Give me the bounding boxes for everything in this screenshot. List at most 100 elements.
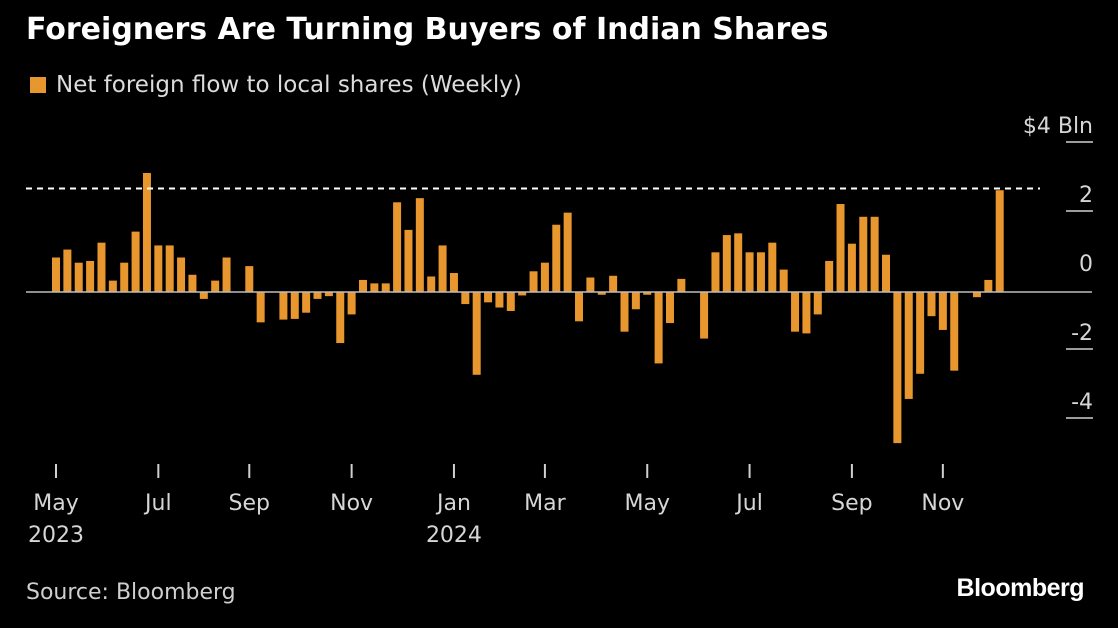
bar: [802, 292, 811, 334]
x-tick-label: Sep: [229, 491, 270, 516]
x-tick-label: Nov: [921, 491, 964, 516]
bar: [279, 292, 288, 320]
x-tick-year-label: 2023: [28, 523, 84, 548]
bar: [188, 274, 197, 292]
bar: [393, 202, 402, 292]
x-tick-label: May: [33, 491, 78, 516]
y-tick-label: -4: [1071, 390, 1093, 415]
bar: [472, 292, 481, 375]
legend-swatch: [30, 77, 46, 93]
bar: [199, 292, 208, 299]
bar: [563, 212, 572, 292]
bar: [165, 245, 174, 293]
bar: [791, 292, 800, 332]
bar: [836, 204, 845, 292]
bar: [529, 271, 538, 292]
bar: [677, 278, 686, 292]
bar: [495, 292, 504, 308]
bar: [211, 280, 220, 292]
bar: [245, 266, 254, 293]
bar: [381, 283, 390, 293]
bar: [131, 231, 140, 293]
bar: [904, 292, 913, 399]
bar: [700, 292, 709, 339]
bar: [995, 190, 1004, 292]
bar: [631, 292, 640, 310]
bar: [825, 260, 834, 292]
bar: [847, 243, 856, 292]
bar: [449, 273, 458, 292]
bar: [506, 292, 515, 311]
x-tick-label: Nov: [330, 491, 373, 516]
bar: [484, 292, 493, 303]
bar: [586, 277, 595, 292]
x-axis: May 2023 Jul Sep Nov Jan 2024 Mar May Jul Sep Nov: [28, 464, 964, 548]
bar: [336, 292, 345, 344]
x-tick-label: Sep: [831, 491, 872, 516]
y-tick-label: -2: [1071, 321, 1093, 346]
y-tick-label: 0: [1079, 252, 1093, 277]
bar: [916, 292, 925, 374]
bar: [108, 280, 117, 292]
bar: [97, 242, 106, 292]
legend: Net foreign flow to local shares (Weekly…: [30, 72, 522, 98]
bar: [609, 275, 618, 292]
bar: [324, 292, 333, 297]
bar: [938, 292, 947, 330]
bar: [540, 262, 549, 292]
bar: [984, 279, 993, 292]
bar: [313, 292, 322, 299]
bar: [142, 172, 151, 292]
bar: [63, 249, 72, 292]
bar: [302, 292, 311, 313]
bar: [290, 292, 299, 319]
bar: [756, 252, 765, 292]
bar: [358, 279, 367, 292]
bar: [518, 292, 527, 296]
bar: [643, 292, 652, 295]
bar: [893, 292, 902, 444]
bar: [74, 262, 83, 292]
y-tick-label: 2: [1079, 183, 1093, 208]
bar: [722, 235, 731, 292]
chart-title: Foreigners Are Turning Buyers of Indian …: [26, 12, 829, 47]
bar: [552, 224, 561, 292]
bar: [734, 233, 743, 292]
bar: [427, 276, 436, 293]
x-tick-label: May: [624, 491, 669, 516]
bar: [779, 269, 788, 292]
bar: [120, 262, 129, 292]
y-axis: $4 Bln 2 0 -2 -4: [1023, 114, 1093, 419]
x-tick-label: Mar: [524, 491, 566, 516]
bar: [52, 257, 60, 292]
bloomberg-logo: Bloomberg: [956, 574, 1085, 602]
bar: [745, 252, 754, 292]
bar: [86, 260, 95, 292]
legend-label: Net foreign flow to local shares (Weekly…: [56, 72, 522, 98]
x-tick-label: Jul: [143, 491, 172, 516]
bar: [347, 292, 356, 315]
bar: [370, 283, 379, 293]
bar: [711, 252, 720, 292]
bar: [461, 292, 470, 305]
bar: [768, 242, 777, 292]
bar: [870, 216, 879, 292]
bar: [620, 292, 629, 332]
bar: [222, 257, 231, 292]
bar: [177, 257, 186, 292]
bar: [927, 292, 936, 317]
bar: [972, 292, 981, 298]
x-tick-label: Jul: [734, 491, 763, 516]
bar: [597, 292, 606, 295]
bar: [256, 292, 265, 323]
bar: [404, 229, 413, 292]
bar: [859, 216, 868, 292]
bar: [415, 198, 424, 292]
bar: [154, 245, 163, 293]
x-tick-label: Jan: [435, 491, 471, 516]
x-tick-year-label: 2024: [426, 523, 482, 548]
bar: [813, 292, 822, 315]
bar: [654, 292, 663, 364]
y-tick-label: $4 Bln: [1023, 114, 1093, 139]
